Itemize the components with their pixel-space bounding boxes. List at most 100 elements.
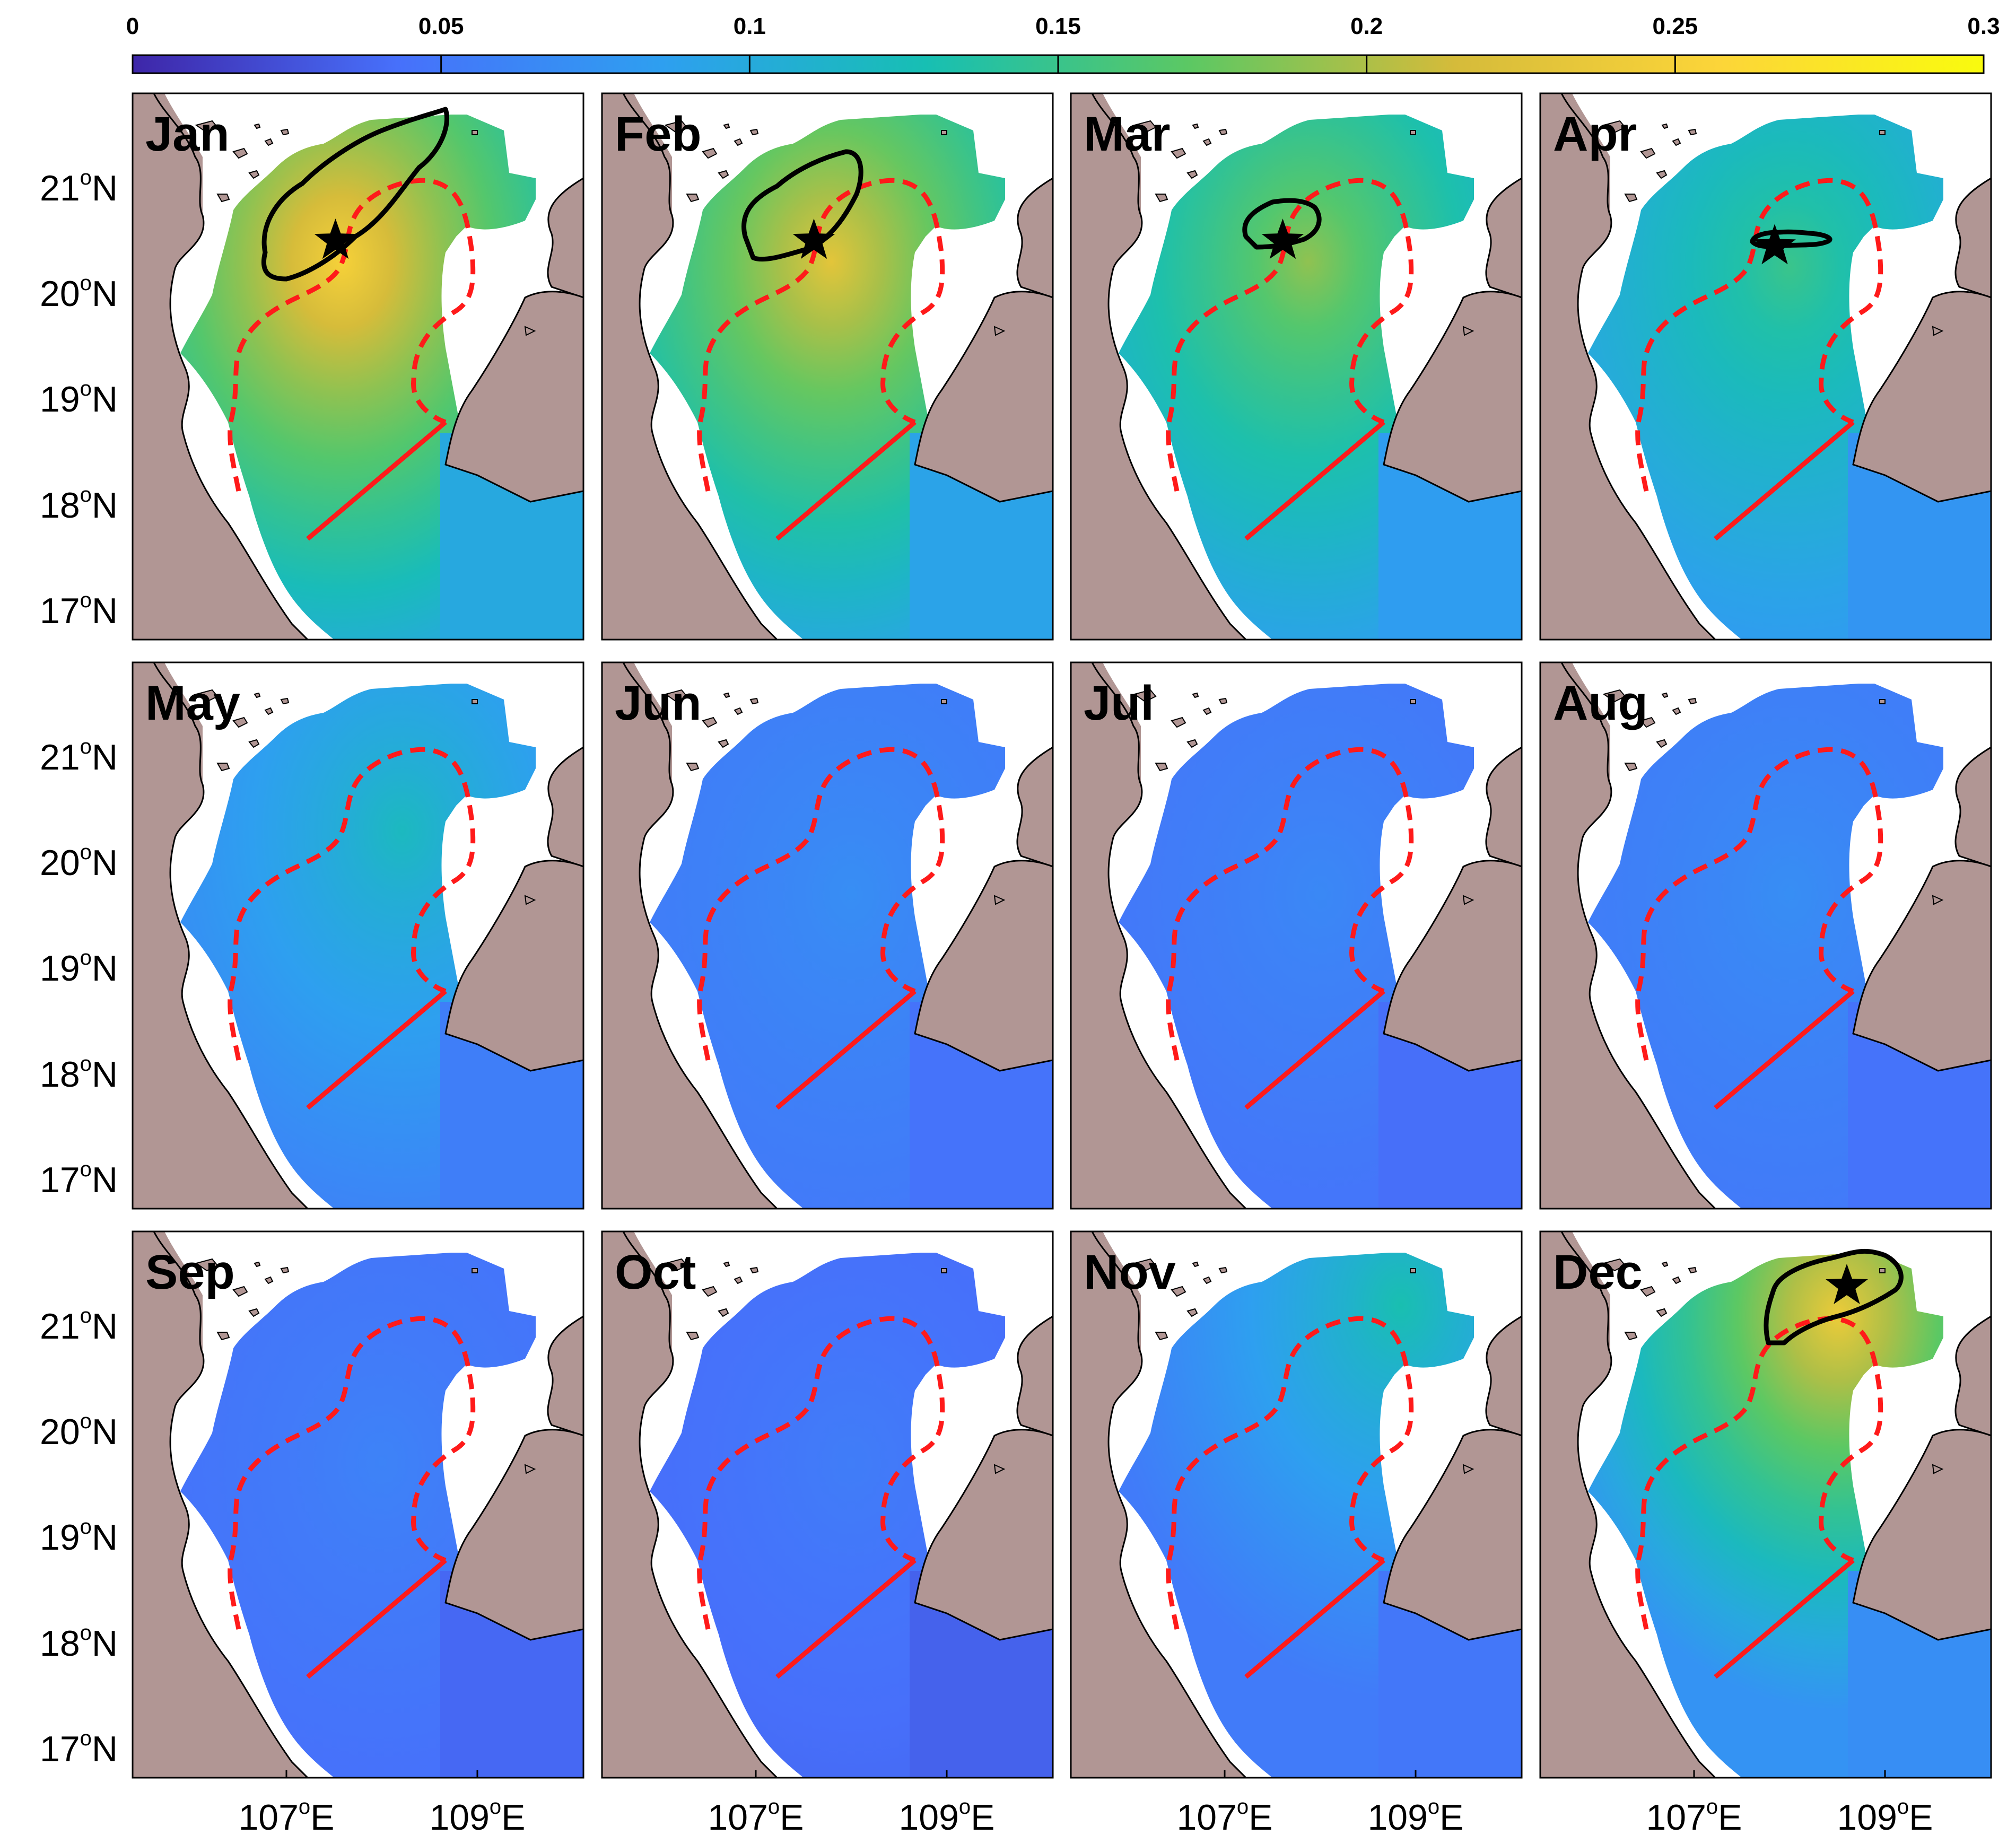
colorbar-tick-label: 0.1 [734, 13, 766, 39]
island-shape [1202, 707, 1212, 715]
red-section-line [1714, 1558, 1855, 1679]
island-shape [1602, 120, 1626, 134]
map-panel: Apr [1540, 93, 1991, 640]
vietnam-coast [1540, 662, 1717, 1209]
island-shape [524, 1464, 536, 1474]
red-section-line [1714, 989, 1855, 1110]
red-dashed-boundary [1635, 1316, 1883, 1630]
month-label: Apr [1553, 107, 1637, 161]
island-shape [1661, 692, 1669, 698]
island-shape [1171, 716, 1186, 728]
vietnam-coast [1071, 662, 1247, 1209]
island-shape [1640, 1286, 1656, 1297]
colorbar-ticks: 0 0.05 0.1 0.15 0.2 0.25 0.3 [126, 13, 2000, 73]
island-shape [1640, 716, 1656, 728]
island-shape [1171, 147, 1186, 159]
island-shape [702, 1286, 718, 1297]
black-contour [1764, 1248, 1904, 1345]
island-shape [195, 120, 219, 134]
panel-frame [1539, 92, 1992, 641]
month-label: Oct [615, 1245, 696, 1299]
black-contour [741, 149, 863, 262]
island-shape [723, 1261, 730, 1268]
star-icon [792, 219, 835, 259]
vietnam-coast [1540, 1231, 1717, 1778]
map-panels: Jan Feb Mar Apr May Jun Jul Aug Sep Oct Nov Dec [132, 92, 1992, 1779]
hainan-island [914, 291, 1053, 503]
island-shape [941, 130, 947, 135]
island-shape [718, 739, 729, 748]
month-label: Sep [145, 1245, 235, 1299]
island-shape [993, 895, 1006, 905]
panel-frame [1539, 661, 1992, 1210]
island-shape [749, 128, 759, 136]
china-coast [1561, 93, 1991, 299]
hainan-island [444, 860, 583, 1072]
island-shape [472, 130, 478, 135]
island-shape [1932, 895, 1944, 905]
island-shape [472, 699, 478, 704]
island-shape [1656, 1308, 1668, 1317]
latitude-label: 19oN [40, 1515, 118, 1558]
panel-frame [1539, 1230, 1992, 1779]
island-shape [734, 138, 743, 146]
island-shape [1462, 1464, 1474, 1474]
island-shape [472, 1268, 478, 1273]
island-shape [686, 194, 700, 203]
vietnam-coast [133, 662, 309, 1209]
island-shape [254, 692, 261, 698]
map-panel: Nov [1071, 1231, 1522, 1778]
island-shape [1879, 699, 1886, 704]
colorbar-tick-label: 0.15 [1035, 13, 1081, 39]
colorbar-tick-label: 0 [126, 13, 139, 39]
star-icon [1826, 1264, 1868, 1304]
red-dashed-boundary [1166, 747, 1414, 1061]
panel-frame [1070, 1230, 1523, 1779]
latitude-label: 17oN [40, 589, 118, 631]
island-shape [1218, 1266, 1228, 1274]
month-label: Dec [1553, 1245, 1643, 1299]
vietnam-coast [1540, 93, 1717, 640]
china-coast [1561, 662, 1991, 868]
map-panel: Aug [1540, 662, 1991, 1209]
hainan-island [1383, 291, 1522, 503]
latitude-label: 20oN [40, 1410, 118, 1452]
china-coast [623, 93, 1053, 299]
latitude-label: 17oN [40, 1158, 118, 1200]
china-coast [154, 1231, 583, 1437]
island-shape [1462, 895, 1474, 905]
island-shape [1688, 697, 1697, 705]
map-panel: Jul [1071, 662, 1522, 1209]
month-label: Jul [1084, 676, 1154, 730]
red-dashed-boundary [697, 1316, 945, 1630]
map-panel: Jun [602, 662, 1053, 1209]
longitude-label: 109oE [898, 1795, 994, 1838]
island-shape [734, 707, 743, 715]
red-section-line [306, 420, 447, 541]
island-shape [264, 707, 274, 715]
island-shape [254, 1261, 261, 1268]
longitude-label: 107oE [708, 1795, 804, 1838]
island-shape [718, 170, 729, 179]
island-shape [524, 326, 536, 336]
island-shape [702, 147, 718, 159]
colorbar-tick-label: 0.25 [1653, 13, 1698, 39]
panel-frame [601, 1230, 1054, 1779]
island-shape [1186, 170, 1198, 179]
longitude-label: 107oE [1176, 1795, 1272, 1838]
island-shape [734, 1276, 743, 1284]
island-shape [264, 1276, 274, 1284]
island-shape [993, 326, 1006, 336]
hainan-island [1383, 860, 1522, 1072]
hainan-island [444, 1429, 583, 1641]
island-shape [702, 716, 718, 728]
latitude-label: 19oN [40, 946, 118, 989]
hainan-island [1852, 860, 1991, 1072]
island-shape [1661, 123, 1669, 129]
red-dashed-boundary [228, 747, 476, 1061]
hainan-island [914, 1429, 1053, 1641]
longitude-axis: 107oE 109oE 107oE 109oE 107oE 109oE 107oE 109oE [238, 1770, 1933, 1838]
month-label: Jan [145, 107, 230, 161]
vietnam-coast [602, 1231, 779, 1778]
colorbar-tick-label: 0.05 [418, 13, 464, 39]
